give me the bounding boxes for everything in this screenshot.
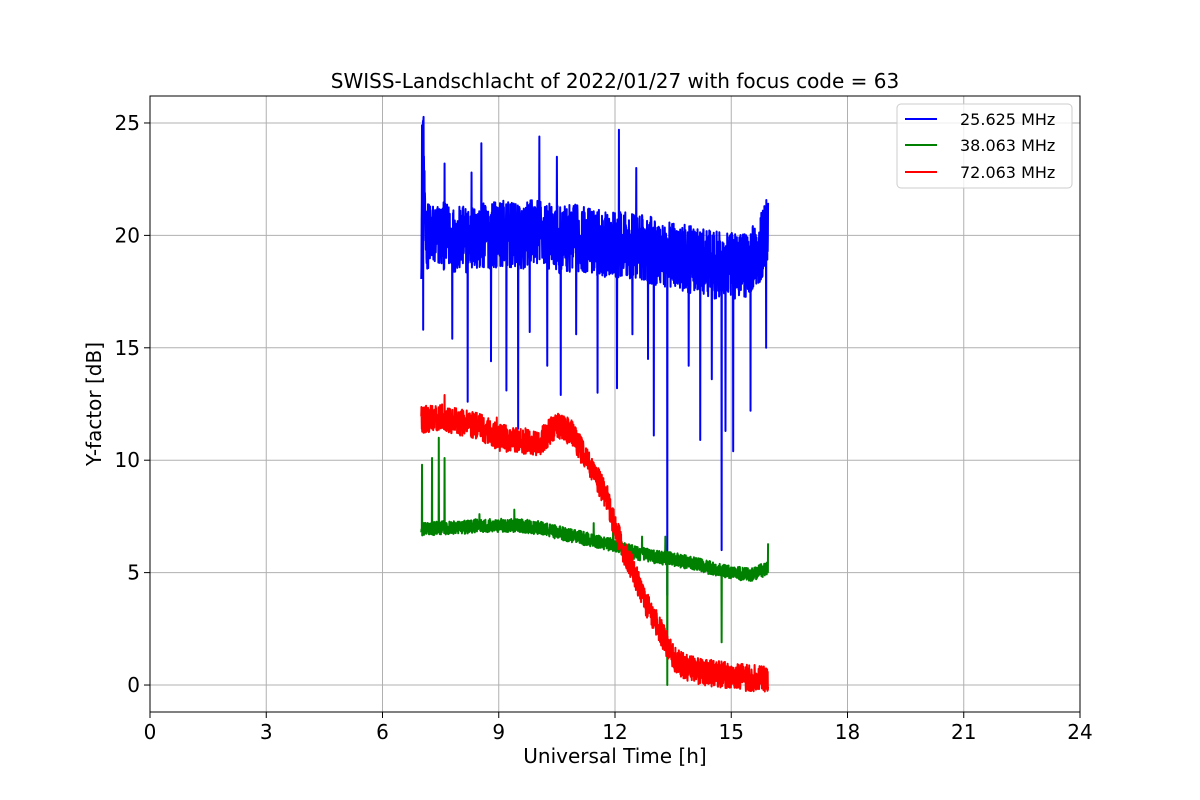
y-tick-label: 5 — [127, 561, 140, 585]
tick-layer: 0 3 6 9 12 15 18 21 24 0 5 10 15 20 25 — [115, 111, 1093, 744]
legend-box — [896, 103, 1073, 189]
x-tick-label: 3 — [260, 720, 273, 744]
x-tick-label: 15 — [719, 720, 744, 744]
y-tick-label: 0 — [127, 673, 140, 697]
chart-title: SWISS-Landschlacht of 2022/01/27 with fo… — [331, 69, 899, 93]
x-axis-label: Universal Time [h] — [523, 744, 706, 768]
y-tick-label: 25 — [115, 111, 140, 135]
series-line-0 — [420, 115, 770, 597]
y-tick-label: 15 — [115, 336, 140, 360]
x-tick-label: 12 — [602, 720, 627, 744]
series-layer — [420, 115, 770, 693]
legend-label-72-063: 72.063 MHz — [960, 163, 1055, 182]
y-tick-label: 20 — [115, 223, 140, 247]
y-axis-label: Y-factor [dB] — [82, 342, 106, 467]
legend-label-38-063: 38.063 MHz — [960, 136, 1055, 155]
x-tick-label: 0 — [144, 720, 157, 744]
x-tick-label: 6 — [376, 720, 389, 744]
x-tick-label: 18 — [835, 720, 860, 744]
x-tick-label: 24 — [1067, 720, 1092, 744]
series-line-1 — [420, 436, 770, 687]
legend-label-25-625: 25.625 MHz — [960, 110, 1055, 129]
legend: 25.625 MHz 38.063 MHz 72.063 MHz — [896, 103, 1073, 189]
y-tick-label: 10 — [115, 448, 140, 472]
x-tick-label: 9 — [492, 720, 505, 744]
x-tick-label: 21 — [951, 720, 976, 744]
series-line-2 — [420, 394, 770, 693]
